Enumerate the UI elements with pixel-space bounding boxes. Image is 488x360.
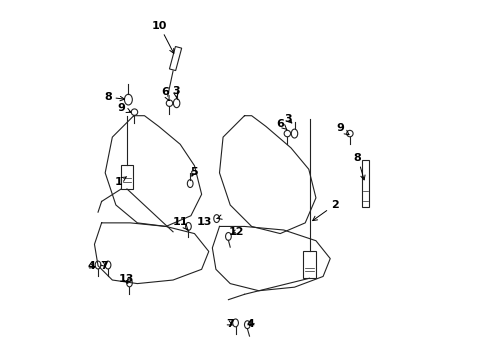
Text: 2: 2	[312, 200, 338, 221]
Ellipse shape	[244, 321, 250, 329]
Text: 6: 6	[276, 118, 286, 130]
Text: 13: 13	[196, 215, 222, 227]
Bar	[361, 160, 368, 207]
Ellipse shape	[213, 215, 219, 222]
Ellipse shape	[225, 233, 231, 240]
Text: 11: 11	[173, 217, 188, 230]
Ellipse shape	[291, 129, 297, 138]
Text: 8: 8	[104, 92, 124, 102]
Text: 1: 1	[115, 177, 126, 187]
Text: 6: 6	[161, 87, 169, 100]
Text: 9: 9	[117, 103, 131, 113]
Ellipse shape	[232, 319, 238, 327]
Text: 12: 12	[228, 227, 244, 237]
Ellipse shape	[126, 279, 132, 287]
Bar	[303, 251, 315, 278]
Text: 9: 9	[336, 123, 348, 135]
Bar	[121, 165, 132, 189]
Ellipse shape	[105, 261, 111, 269]
Text: 3: 3	[172, 86, 180, 99]
Text: 8: 8	[353, 153, 365, 180]
Text: 13: 13	[118, 274, 133, 284]
Polygon shape	[169, 46, 182, 71]
Text: 4: 4	[246, 319, 254, 329]
Text: 3: 3	[284, 114, 291, 124]
Ellipse shape	[187, 180, 193, 188]
Ellipse shape	[124, 94, 132, 105]
Text: 5: 5	[189, 167, 197, 177]
Ellipse shape	[185, 222, 191, 230]
Text: 7: 7	[100, 261, 108, 271]
Ellipse shape	[173, 99, 180, 108]
Text: 10: 10	[151, 21, 173, 53]
Ellipse shape	[95, 261, 101, 269]
Text: 4: 4	[87, 261, 95, 271]
Text: 7: 7	[226, 319, 234, 329]
